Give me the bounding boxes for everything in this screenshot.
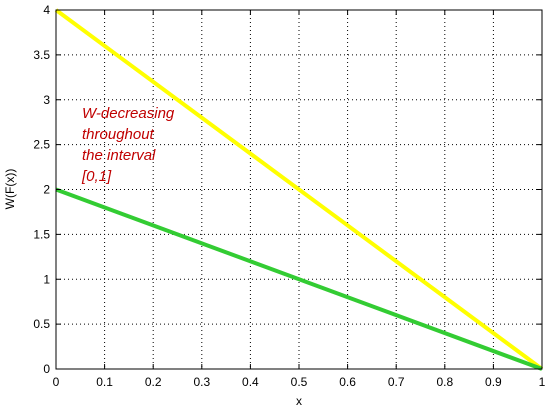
y-tick-label: 1.5 xyxy=(33,227,50,241)
x-tick-label: 0.9 xyxy=(485,375,502,389)
annotation: W-decreasing throughout the interval [0,1] xyxy=(81,105,175,185)
y-tick-label: 2 xyxy=(43,183,50,197)
y-tick-label: 0 xyxy=(43,362,50,376)
series-line-1 xyxy=(54,8,544,371)
y-axis-ticks: 0 0.5 1 1.5 2 2.5 3 3.5 4 xyxy=(33,3,542,376)
x-tick-label: 0.5 xyxy=(291,375,308,389)
annotation-line: the interval xyxy=(82,147,156,164)
annotation-line: throughout xyxy=(82,126,155,143)
grid xyxy=(56,10,542,369)
y-tick-label: 1 xyxy=(43,272,50,286)
x-tick-label: 0.3 xyxy=(193,375,210,389)
y-tick-label: 3 xyxy=(43,93,50,107)
series-line-2 xyxy=(55,187,543,371)
x-axis-ticks: 0 0.1 0.2 0.3 0.4 0.5 0.6 0.7 0.8 0.9 1 xyxy=(53,10,546,389)
x-tick-label: 0.8 xyxy=(436,375,453,389)
y-tick-label: 2.5 xyxy=(33,138,50,152)
y-tick-label: 3.5 xyxy=(33,48,50,62)
series-group xyxy=(54,8,544,371)
x-tick-label: 0.7 xyxy=(388,375,405,389)
x-axis-title: x xyxy=(296,394,302,408)
y-tick-label: 0.5 xyxy=(33,317,50,331)
x-tick-label: 0 xyxy=(53,375,60,389)
x-tick-label: 0.4 xyxy=(242,375,259,389)
y-tick-label: 4 xyxy=(43,3,50,17)
x-tick-label: 0.1 xyxy=(96,375,113,389)
annotation-line: [0,1] xyxy=(81,168,112,185)
x-tick-label: 0.6 xyxy=(339,375,356,389)
x-tick-label: 1 xyxy=(539,375,546,389)
annotation-line: W-decreasing xyxy=(82,105,175,122)
x-tick-label: 0.2 xyxy=(145,375,162,389)
y-axis-title: W(F(x)) xyxy=(3,169,17,210)
